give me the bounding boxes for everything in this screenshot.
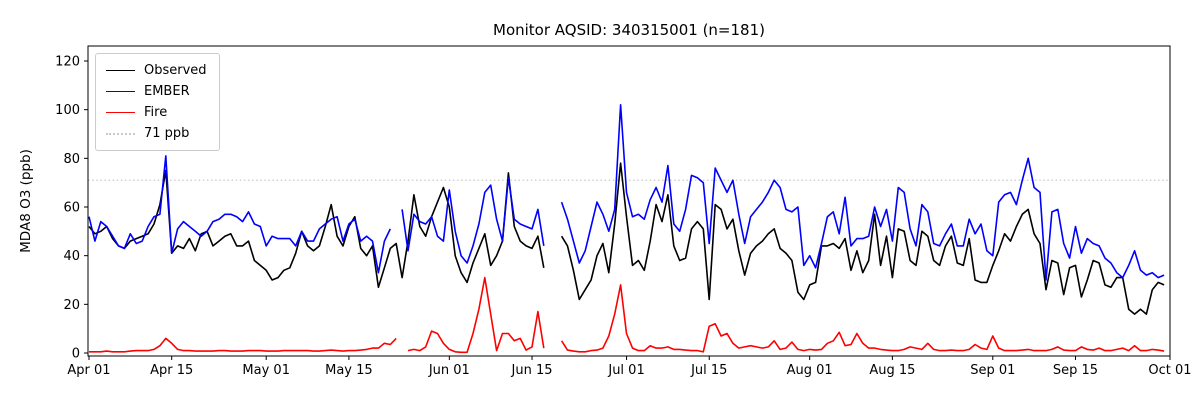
x-tick-label: Sep 15	[1053, 363, 1098, 378]
y-tick-label: 40	[63, 249, 80, 264]
y-tick-label: 80	[63, 152, 80, 167]
y-tick-label: 20	[63, 298, 80, 313]
chart-title: Monitor AQSID: 340315001 (n=181)	[493, 21, 765, 39]
x-tick-label: Apr 15	[150, 363, 193, 378]
x-tick-label: Oct 01	[1148, 363, 1191, 378]
x-tick-label: Jul 15	[690, 363, 727, 378]
y-tick-label: 100	[55, 103, 80, 118]
y-tick-label: 120	[55, 55, 80, 70]
fire-line	[89, 276, 1165, 354]
x-tick-label: May 15	[325, 363, 373, 378]
fire-line-sample	[106, 112, 135, 113]
x-tick-label: Apr 01	[67, 363, 110, 378]
x-tick-label: Sep 01	[970, 363, 1015, 378]
y-axis-label: MDA8 O3 (ppb)	[18, 149, 34, 253]
legend-label-fire: Fire	[144, 105, 168, 120]
x-tick-label: Aug 15	[869, 363, 915, 378]
legend-item-ember: EMBER	[106, 81, 207, 102]
legend-label-ember: EMBER	[144, 84, 190, 99]
y-tick-label: 0	[72, 347, 80, 362]
legend-item-threshold: 71 ppb	[106, 123, 207, 144]
legend: Observed EMBER Fire 71 ppb	[95, 53, 220, 151]
x-tick-label: May 01	[242, 363, 290, 378]
observed-line	[88, 162, 1165, 315]
legend-item-fire: Fire	[106, 102, 207, 123]
x-tick-label: Aug 01	[787, 363, 833, 378]
observed-line-sample	[106, 70, 135, 71]
legend-label-observed: Observed	[144, 63, 207, 78]
ember-line-sample	[106, 91, 135, 92]
x-tick-label: Jun 15	[511, 363, 553, 378]
y-tick-label: 60	[63, 201, 80, 216]
legend-item-observed: Observed	[106, 60, 207, 81]
x-tick-label: Jul 01	[607, 363, 644, 378]
axes-spines	[87, 45, 1171, 357]
ember-line	[88, 104, 1165, 281]
threshold-line-sample	[106, 132, 135, 135]
x-tick-label: Jun 01	[428, 363, 470, 378]
legend-label-threshold: 71 ppb	[144, 126, 190, 141]
